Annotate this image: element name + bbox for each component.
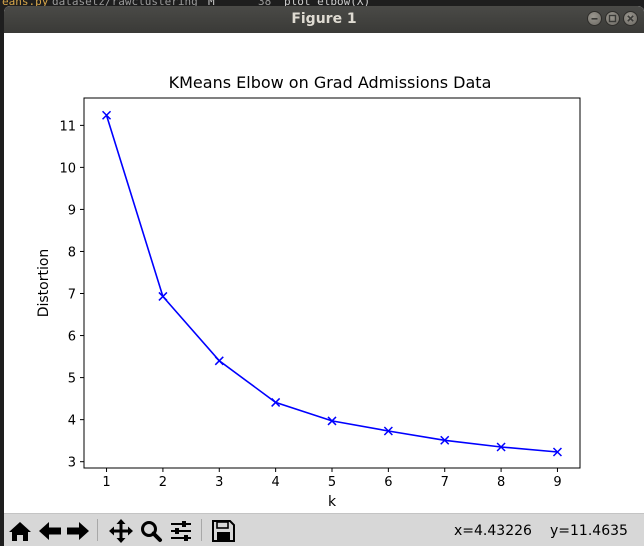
pan-button[interactable]	[107, 518, 135, 544]
toolbar-separator	[97, 519, 98, 541]
cursor-x-readout: x=4.43226	[454, 523, 532, 539]
maximize-button[interactable]	[605, 11, 620, 26]
x-tick-label: 7	[441, 475, 449, 490]
data-point-marker	[552, 447, 562, 457]
x-tick-label: 8	[497, 475, 505, 490]
background-text: eans.py	[2, 0, 49, 8]
y-axis-label: Distortion	[36, 249, 52, 318]
x-tick-label: 6	[384, 475, 392, 490]
x-axis-label: k	[328, 494, 337, 510]
close-button[interactable]	[623, 11, 638, 26]
y-tick-label: 5	[68, 372, 76, 387]
zoom-button[interactable]	[137, 518, 165, 544]
x-tick-label: 5	[328, 475, 336, 490]
background-text: datasetz/rawclustering	[52, 0, 198, 8]
magnifier-icon	[141, 521, 162, 542]
series-markers	[102, 110, 562, 457]
data-point-marker	[383, 426, 393, 436]
background-text: M	[208, 0, 215, 8]
y-tick-label: 3	[68, 456, 76, 471]
data-point-marker	[327, 416, 337, 426]
maximize-icon	[608, 14, 617, 23]
data-point-marker	[440, 435, 450, 445]
background-text: plot elbow(X)	[284, 0, 371, 8]
home-icon	[9, 522, 31, 541]
back-button[interactable]	[36, 518, 64, 544]
forward-button[interactable]	[64, 518, 92, 544]
arrow-right-icon	[67, 522, 89, 540]
save-button[interactable]	[209, 518, 237, 544]
home-button[interactable]	[6, 518, 34, 544]
x-tick-label: 2	[159, 475, 167, 490]
minimize-button[interactable]	[587, 11, 602, 26]
minimize-icon	[591, 18, 598, 20]
data-point-marker	[102, 110, 112, 120]
x-tick-label: 3	[215, 475, 223, 490]
move-icon	[109, 519, 133, 543]
x-tick-label: 4	[271, 475, 279, 490]
arrow-left-icon	[39, 522, 61, 540]
floppy-disk-icon	[212, 520, 235, 542]
plot-canvas[interactable]: KMeans Elbow on Grad Admissions Data 1 2 3…	[4, 33, 644, 513]
cursor-y-readout: y=11.4635	[550, 523, 628, 539]
y-tick-label: 6	[68, 330, 76, 345]
navigation-toolbar: x=4.43226 y=11.4635	[4, 513, 644, 546]
data-point-marker	[496, 442, 506, 452]
sliders-icon	[171, 521, 191, 541]
y-tick-label: 4	[68, 414, 76, 429]
x-tick-label: 1	[102, 475, 110, 490]
chart-title: KMeans Elbow on Grad Admissions Data	[169, 73, 492, 92]
data-point-marker	[158, 291, 168, 301]
y-tick-label: 8	[68, 245, 76, 260]
axis-ticks	[80, 124, 558, 472]
window-title: Figure 1	[291, 11, 357, 27]
y-tick-label: 10	[59, 161, 76, 176]
background-editor-strip: eans.py datasetz/rawclustering M 38 plot…	[0, 0, 644, 8]
close-icon	[627, 15, 634, 22]
subplots-button[interactable]	[167, 518, 195, 544]
toolbar-separator	[201, 519, 202, 541]
y-tick-label: 9	[68, 203, 76, 218]
y-tick-label: 7	[68, 288, 76, 303]
data-point-marker	[271, 397, 281, 407]
x-tick-label: 9	[553, 475, 561, 490]
window-titlebar[interactable]: Figure 1	[4, 6, 644, 33]
axis-tick-labels: 1 2 3 4 5 6 7 8 9 3 4 5 6 7 8 9 10 11	[59, 119, 561, 490]
figure-window: Figure 1 KMeans Elbow on Grad Admissions…	[4, 6, 644, 546]
data-point-marker	[214, 356, 224, 366]
background-editor-gutter	[0, 8, 6, 546]
y-tick-label: 11	[59, 119, 76, 134]
plot-area	[83, 97, 581, 469]
background-text: 38	[258, 0, 272, 8]
